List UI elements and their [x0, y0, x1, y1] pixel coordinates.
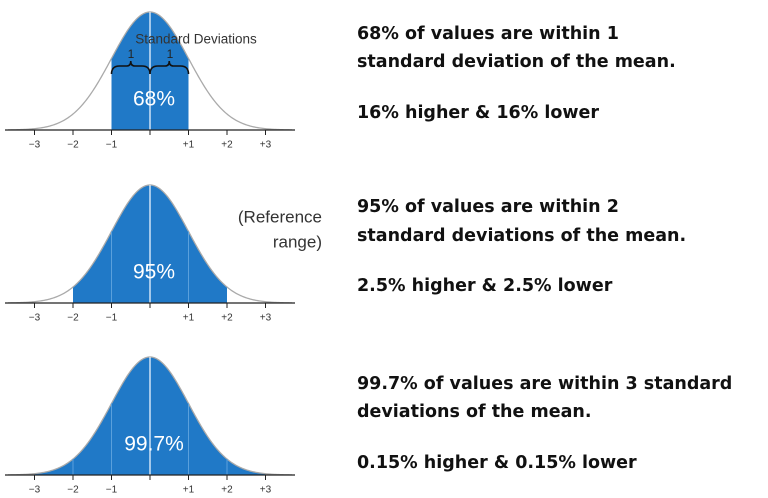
tick-label: −3: [29, 140, 41, 151]
tick-label: +2: [221, 485, 233, 496]
tick-label: +1: [183, 140, 195, 151]
heading-line: deviations of the mean.: [357, 402, 592, 422]
shaded-label: 99.7%: [124, 433, 184, 456]
tick-label: +3: [260, 485, 272, 496]
shaded-label: 68%: [133, 88, 175, 111]
tick-label: +3: [260, 140, 272, 151]
tick-label: +3: [260, 313, 272, 324]
heading-line: 68% of values are within 1: [357, 24, 619, 44]
heading-line: 95% of values are within 2: [357, 197, 619, 217]
tick-label: −2: [67, 313, 79, 324]
side-note: (Reference: [238, 207, 322, 226]
brace: [149, 60, 190, 75]
tick-label: +1: [183, 485, 195, 496]
side-note: range): [273, 232, 322, 251]
brace-label: 1: [128, 47, 135, 61]
tick-label: −1: [106, 485, 118, 496]
tick-label: −2: [67, 485, 79, 496]
heading-line: 99.7% of values are within 3 standard: [357, 374, 733, 394]
brace-label: 1: [167, 47, 174, 61]
tick-label: +1: [183, 313, 195, 324]
tick-label: −1: [106, 313, 118, 324]
tick-label: +2: [221, 313, 233, 324]
tick-label: −3: [29, 485, 41, 496]
detail: 0.15% higher & 0.15% lower: [357, 453, 637, 473]
tick-label: −2: [67, 140, 79, 151]
detail: 2.5% higher & 2.5% lower: [357, 276, 613, 296]
brace: [110, 60, 151, 75]
heading-line: standard deviations of the mean.: [357, 226, 687, 246]
heading-line: standard deviation of the mean.: [357, 52, 676, 72]
shaded-label: 95%: [133, 261, 175, 284]
annotation: Standard Deviations: [135, 32, 257, 47]
tick-label: +2: [221, 140, 233, 151]
tick-label: −1: [106, 140, 118, 151]
tick-label: −3: [29, 313, 41, 324]
detail: 16% higher & 16% lower: [357, 103, 600, 123]
